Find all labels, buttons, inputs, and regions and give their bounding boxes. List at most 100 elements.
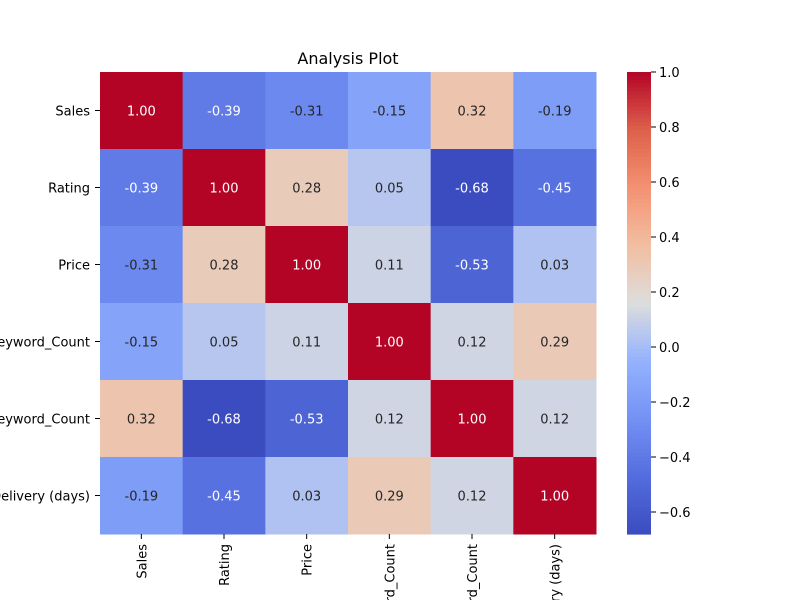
heatmap-cell [430,226,514,304]
colorbar-tick-label: 0.4 [659,231,680,246]
colorbar-segment [627,222,651,227]
heatmap-cell [100,380,184,458]
cell-value-label: 0.29 [375,490,404,505]
colorbar-segment [627,72,651,77]
colorbar-segment [627,395,651,400]
cell-value-label: 0.28 [292,182,321,197]
heatmap-cell [348,226,432,304]
colorbar-segment [627,179,651,185]
colorbar-segment [627,410,651,416]
cell-value-label: 0.03 [540,259,569,274]
colorbar-segment [627,457,651,462]
colorbar-segment [627,229,651,235]
colorbar-segment [627,95,651,100]
cell-value-label: -0.53 [290,413,324,428]
heatmap-cell [430,457,514,535]
cell-value-label: 1.00 [540,490,569,505]
heatmap-cell [265,72,349,150]
cell-value-label: -0.68 [207,413,241,428]
cell-value-label: 0.12 [540,413,569,428]
heatmap-cell [513,457,597,535]
heatmap-cell [513,72,597,150]
heatmap-cell [100,149,184,227]
colorbar-segment [627,368,651,373]
cell-value-label: 1.00 [127,105,156,120]
colorbar-segment [627,249,651,254]
colorbar-segment [627,387,651,393]
colorbar-segment [627,268,651,273]
cell-value-label: 0.29 [540,336,569,351]
colorbar-segment [627,272,651,277]
colorbar-segment [627,464,651,470]
colorbar-segment [627,102,651,108]
colorbar-segment [627,291,651,296]
colorbar-segment [627,191,651,196]
cell-value-label: 0.12 [458,336,487,351]
heatmap-cell [348,380,432,458]
colorbar-tick-label: 0.2 [659,286,680,301]
x-tick-label: Delivery (days) [549,544,564,600]
colorbar-tick-label: 0.6 [659,176,680,191]
colorbar-segment [627,345,651,350]
colorbar-segment [627,503,651,508]
colorbar-segment [627,168,651,173]
colorbar-segment [627,487,651,493]
heatmap-cell [430,72,514,150]
colorbar-segment [627,87,651,92]
colorbar-segment [627,380,651,385]
colorbar-segment [627,337,651,343]
colorbar-segment [627,160,651,165]
colorbar-segment [627,129,651,135]
cell-value-label: -0.31 [125,259,159,274]
colorbar-segment [627,372,651,377]
x-tick-label: Keyword_Count [466,544,481,600]
colorbar-segment [627,210,651,216]
colorbar-segment [627,156,651,162]
colorbar-segment [627,518,651,524]
colorbar-segment [627,445,651,450]
heatmap-cell [513,226,597,304]
colorbar-segment [627,260,651,266]
colorbar-segment [627,137,651,142]
y-tick-label: Price [58,259,90,274]
colorbar-segment [627,472,651,477]
colorbar-segment [627,403,651,408]
colorbar-segment [627,256,651,262]
colorbar-segment [627,483,651,489]
colorbar-segment [627,241,651,246]
colorbar-segment [627,183,651,189]
colorbar-segment [627,499,651,504]
cell-value-label: -0.39 [207,105,241,120]
colorbar-segment [627,91,651,96]
chart-title: Analysis Plot [297,49,398,68]
cell-value-label: 1.00 [458,413,487,428]
heatmap-cell [348,457,432,535]
colorbar-segment [627,245,651,250]
cell-value-label: 1.00 [210,182,239,197]
x-tick-label: Keyword_Count [383,544,398,600]
heatmap-cell [100,72,184,150]
colorbar-segment [627,187,651,192]
colorbar-segment [627,329,651,335]
colorbar-segment [627,287,651,293]
heatmap-cell [265,303,349,381]
colorbar-segment [627,422,651,427]
cell-value-label: 0.12 [375,413,404,428]
colorbar-tick-label: 0.8 [659,121,680,136]
colorbar-segment [627,480,651,485]
colorbar-segment [627,530,651,535]
colorbar-segment [627,360,651,366]
heatmap-cell [100,303,184,381]
colorbar-segment [627,233,651,239]
colorbar-segment [627,341,651,346]
colorbar-axis: 1.0 0.8 0.6 0.4 0.2 0.0 −0.2 −0.4 −0.6 [651,66,691,521]
colorbar-segment [627,437,651,443]
colorbar-segment [627,114,651,119]
colorbar-segment [627,383,651,389]
colorbar-segment [627,376,651,381]
heatmap-cell [430,149,514,227]
heatmap-cell [513,380,597,458]
heatmap-cells [100,72,597,535]
colorbar-segment [627,252,651,258]
colorbar-segment [627,322,651,327]
